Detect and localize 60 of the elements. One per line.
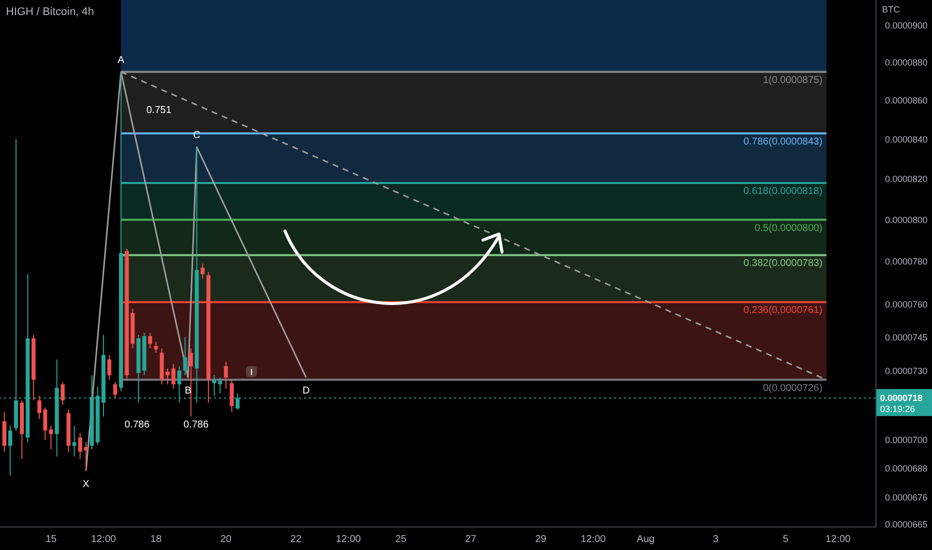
x-tick-label: Aug (636, 534, 655, 546)
candlestick (49, 425, 54, 450)
ref-line-label: 0.236(0.0000761) (743, 305, 822, 316)
annotation: X (82, 478, 90, 490)
x-tick-label: 12:00 (336, 534, 362, 546)
candlestick (200, 263, 205, 279)
y-tick-label: 0.0000745 (885, 332, 928, 342)
x-tick-label: 5 (782, 534, 789, 546)
y-tick-label: 0.0000665 (885, 520, 928, 530)
candlestick (8, 425, 12, 476)
ref-line-label: 0.382(0.0000783) (743, 258, 822, 270)
y-tick-label: 0.0000840 (885, 134, 928, 144)
x-tick-label: 25 (395, 534, 407, 546)
y-tick-label: 0.0000730 (885, 366, 928, 376)
x-tick-label: 22 (290, 534, 302, 546)
y-tick-label: 0.0000800 (885, 214, 928, 225)
y-tick-label: 0.0000700 (885, 435, 928, 446)
text: 03:19:26 (880, 404, 916, 414)
text: HIGH / Bitcoin, 4h (6, 6, 94, 18)
candlestick (60, 382, 65, 406)
annotation: 0.751 (146, 105, 172, 116)
y-tick-label: 0.0000688 (885, 464, 928, 474)
annotation: D (302, 386, 310, 397)
x-tick-label: 12:00 (90, 534, 116, 546)
x-tick-label: 20 (220, 534, 232, 546)
y-tick-label: 0.0000676 (885, 492, 928, 503)
x-tick-label: 12:00 (826, 534, 852, 546)
candlestick (113, 382, 118, 399)
ref-line-label: 0.5(0.0000800) (754, 222, 822, 234)
annotation: A (118, 54, 125, 66)
candlestick (72, 425, 76, 457)
y-tick-label: 0.0000760 (885, 299, 928, 310)
annotation: 0.786 (124, 420, 150, 431)
ref-line-label: 0.0000718 (880, 393, 923, 404)
ref-line-label: 0.786(0.0000843) (743, 136, 822, 148)
candlestick (230, 379, 234, 412)
y-axis-title: BTC (882, 4, 900, 14)
candlestick (107, 354, 112, 380)
candlestick (183, 336, 188, 376)
candlestick (171, 363, 176, 390)
x-tick-label: 29 (535, 534, 547, 546)
ref-line-label: 0.618(0.0000818) (743, 186, 822, 198)
ref-line-label: 0(0.0000726) (762, 382, 822, 394)
y-tick-label: 0.0000860 (885, 96, 928, 106)
ref-line-label: 1(0.0000875) (762, 75, 822, 86)
y-tick-label: 0.0000900 (885, 20, 928, 31)
x-tick-label: 27 (465, 534, 477, 546)
candlestick (148, 332, 152, 349)
x-tick-label: 15 (45, 534, 58, 546)
y-tick-label: 0.0000820 (885, 174, 928, 184)
candlestick (224, 361, 228, 390)
candlestick (84, 442, 88, 472)
y-tick-label: 0.0000780 (885, 256, 928, 267)
y-tick-label: 0.0000880 (885, 58, 928, 68)
x-tick-label: 12:00 (580, 534, 606, 546)
x-tick-label: 3 (712, 534, 719, 546)
x-tick-label: 18 (150, 534, 162, 546)
annotation: 0.786 (184, 420, 209, 431)
candlestick (78, 432, 82, 460)
candlestick (154, 341, 158, 354)
